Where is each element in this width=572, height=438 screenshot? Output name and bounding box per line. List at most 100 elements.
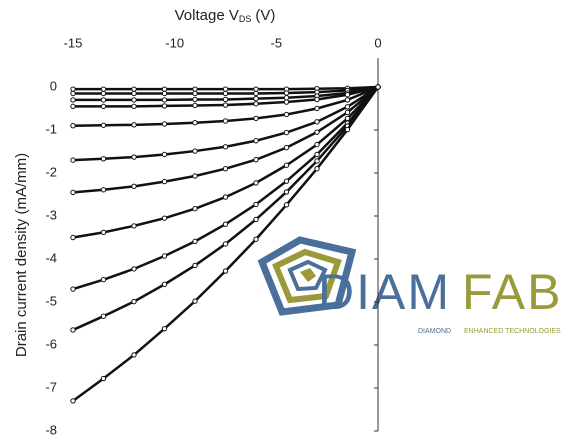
data-point xyxy=(314,96,320,103)
data-point xyxy=(222,118,229,124)
series xyxy=(70,84,381,196)
data-point xyxy=(314,129,320,135)
data-point xyxy=(131,90,137,97)
data-point xyxy=(222,86,229,92)
data-point xyxy=(131,103,137,110)
x-tick-label: -10 xyxy=(165,35,184,50)
data-point xyxy=(283,162,290,168)
data-point xyxy=(70,123,76,129)
data-point xyxy=(100,229,107,236)
data-point xyxy=(192,148,198,154)
data-point xyxy=(100,156,107,162)
data-point xyxy=(70,157,76,163)
data-point xyxy=(344,97,351,103)
data-point xyxy=(283,202,290,208)
data-point xyxy=(192,205,198,212)
data-point xyxy=(161,281,168,288)
data-point xyxy=(253,101,259,107)
data-point xyxy=(283,144,290,151)
logo-text: FAB xyxy=(462,264,562,320)
y-tick-label: -3 xyxy=(45,207,57,222)
data-point xyxy=(222,241,229,247)
x-tick-label: 0 xyxy=(374,35,381,50)
data-point xyxy=(222,144,229,150)
data-point xyxy=(344,109,351,116)
logo-tagline: DIAMOND xyxy=(418,328,451,335)
logo-tagline: ENHANCED TECHNOLOGIES xyxy=(464,328,561,335)
data-point xyxy=(100,375,107,382)
data-point xyxy=(283,129,290,136)
data-point xyxy=(192,102,198,109)
data-point xyxy=(283,90,290,96)
series xyxy=(70,84,381,103)
data-point xyxy=(131,97,137,103)
data-point xyxy=(222,166,229,172)
data-point xyxy=(253,95,259,102)
data-point xyxy=(253,138,259,144)
data-point xyxy=(222,268,229,274)
data-point xyxy=(192,238,198,245)
data-point xyxy=(253,180,259,186)
y-axis-label: Drain current density (mA/mm) xyxy=(13,153,30,357)
data-point xyxy=(100,122,107,128)
data-point xyxy=(192,90,198,97)
y-tick-label: 0 xyxy=(50,78,57,93)
data-point xyxy=(131,298,137,305)
data-point xyxy=(161,178,168,185)
y-tick-label: -2 xyxy=(45,164,57,179)
data-point xyxy=(100,313,107,319)
data-point xyxy=(283,111,290,118)
series xyxy=(70,84,381,129)
series xyxy=(70,84,381,404)
data-point xyxy=(222,102,229,108)
data-point xyxy=(314,158,320,164)
data-point xyxy=(70,327,76,333)
x-label-main: Voltage V xyxy=(175,7,239,24)
data-point xyxy=(283,189,290,195)
data-point xyxy=(344,126,351,133)
series xyxy=(70,84,381,97)
data-point xyxy=(344,92,351,98)
y-tick-label: -7 xyxy=(45,379,57,394)
data-point xyxy=(70,90,76,97)
logo-shape xyxy=(257,236,357,316)
x-tick-label: -15 xyxy=(64,35,83,50)
data-point xyxy=(192,86,198,92)
logo-shape xyxy=(272,248,342,304)
data-point xyxy=(192,173,198,179)
data-point xyxy=(222,221,229,227)
data-point xyxy=(100,187,107,193)
data-point xyxy=(161,103,168,109)
data-point xyxy=(253,115,259,122)
data-point xyxy=(314,151,320,158)
data-point xyxy=(192,262,198,269)
data-point xyxy=(70,86,76,92)
data-point xyxy=(70,286,76,292)
data-point xyxy=(253,236,259,242)
series-line xyxy=(72,86,379,239)
x-tick-label: -5 xyxy=(271,35,283,50)
data-point xyxy=(100,103,107,110)
data-point xyxy=(70,97,76,103)
logo-shape xyxy=(300,268,316,282)
data-point xyxy=(131,223,137,229)
data-point xyxy=(283,99,290,105)
x-label-unit: (V) xyxy=(255,7,275,24)
data-point xyxy=(161,97,168,103)
data-point xyxy=(100,97,107,103)
data-point xyxy=(222,96,229,103)
data-point xyxy=(131,86,137,92)
data-point xyxy=(131,154,137,160)
data-point xyxy=(253,90,259,97)
data-point xyxy=(253,216,259,223)
data-point xyxy=(161,325,168,332)
y-tick-label: -5 xyxy=(45,293,57,308)
data-point xyxy=(161,90,168,97)
logo-shape xyxy=(287,259,328,292)
data-point xyxy=(70,398,76,404)
x-axis-label: Voltage VDS (V) xyxy=(175,7,276,24)
logo: DIAM FAB DIAMOND ENHANCED TECHNOLOGIES xyxy=(257,236,562,335)
data-point xyxy=(70,234,76,241)
data-point xyxy=(131,352,137,358)
